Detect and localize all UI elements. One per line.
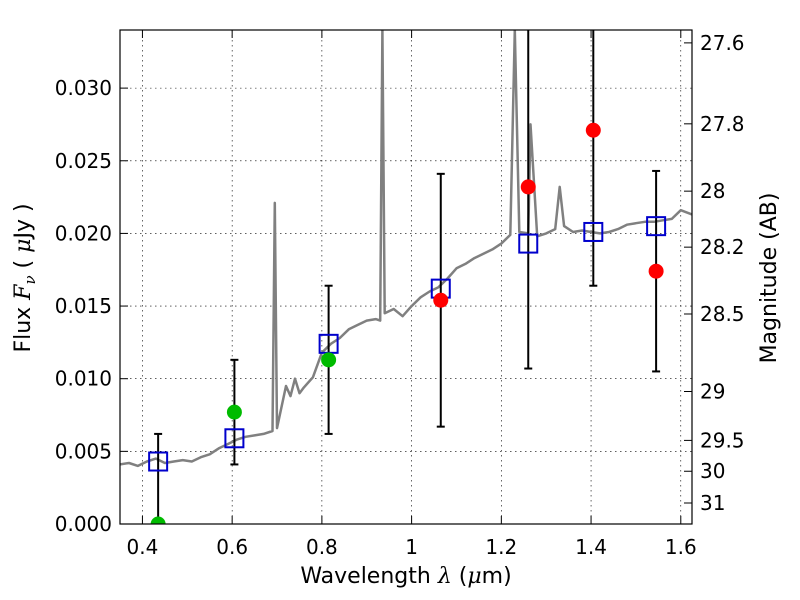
- magnitude-axis-label: Magnitude (AB): [757, 193, 782, 364]
- y-tick-label: 0.030: [55, 76, 112, 100]
- detection-point: [433, 292, 449, 308]
- y-tick-label: 0.025: [55, 149, 112, 173]
- x-ticks: 0.4 0.6 0.8 1 1.2 1.4 1.6: [127, 30, 697, 559]
- x-tick-label: 0.4: [127, 535, 159, 559]
- x-tick-label: 0.6: [216, 535, 248, 559]
- x-axis-label: Wavelength λ (μm): [300, 564, 511, 589]
- magnitude-tick-label: 28.5: [700, 302, 745, 326]
- x-tick-label: 0.8: [306, 535, 338, 559]
- sed-series: [120, 30, 692, 468]
- y-axis-label: Flux Fν ( μJy ): [11, 203, 39, 352]
- detection-point: [150, 516, 166, 524]
- y-tick-label: 0.000: [55, 512, 112, 536]
- y-tick-label: 0.010: [55, 367, 112, 391]
- y-ticks: 0.000 0.005 0.010 0.015 0.020 0.025 0.030: [55, 76, 128, 536]
- model-point: [148, 451, 169, 472]
- magnitude-tick-label: 29: [700, 379, 725, 403]
- magnitude-tick-label: 27.8: [700, 112, 745, 136]
- magnitude-tick-label: 28.2: [700, 235, 745, 259]
- plot-frame: [119, 29, 693, 525]
- model-point: [518, 233, 539, 254]
- detection-point: [321, 352, 337, 368]
- detection-point: [585, 122, 601, 138]
- detection-point: [648, 263, 664, 279]
- x-tick-label: 1.6: [665, 535, 697, 559]
- model-point: [646, 216, 667, 237]
- sed-line: [120, 30, 692, 468]
- model-points: [148, 216, 667, 472]
- x-tick-label: 1: [405, 535, 418, 559]
- errorbars: [154, 30, 661, 524]
- y-tick-label: 0.015: [55, 294, 112, 318]
- magnitude-tick-label: 27.6: [700, 31, 745, 55]
- magnitude-tick-label: 31: [700, 491, 725, 515]
- magnitude-tick-label: 30: [700, 459, 725, 483]
- detection-points: [150, 122, 664, 524]
- grid: [120, 30, 692, 525]
- magnitude-ticks: 27.6 27.8 28 28.2 28.5 29 29.5 30 31: [684, 31, 745, 515]
- magnitude-tick-label: 29.5: [700, 428, 745, 452]
- detection-point: [520, 179, 536, 195]
- magnitude-tick-label: 28: [700, 179, 725, 203]
- model-point: [224, 428, 245, 449]
- x-tick-label: 1.2: [485, 535, 517, 559]
- y-tick-label: 0.020: [55, 221, 112, 245]
- y-tick-label: 0.005: [55, 439, 112, 463]
- x-tick-label: 1.4: [575, 535, 607, 559]
- model-point: [583, 221, 604, 242]
- detection-point: [226, 404, 242, 420]
